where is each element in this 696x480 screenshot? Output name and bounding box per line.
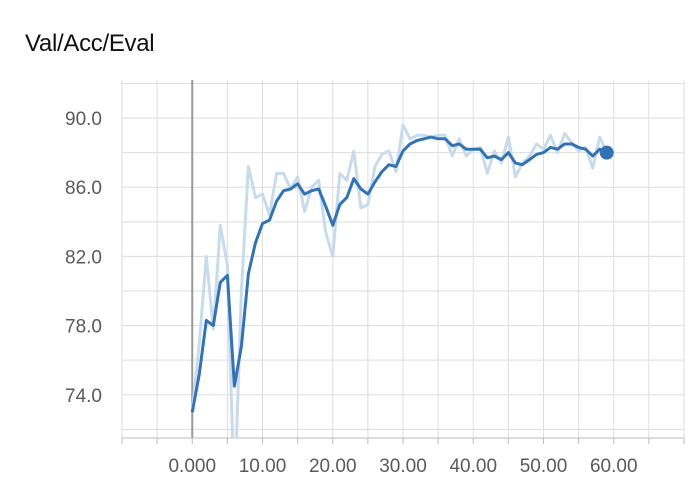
y-tick-label: 86.0 (65, 178, 102, 199)
axes (121, 80, 685, 444)
x-tick-label: 0.000 (168, 456, 216, 477)
x-tick-label: 50.00 (520, 456, 568, 477)
x-tick-label: 20.00 (309, 456, 357, 477)
y-tick-label: 90.0 (65, 109, 102, 130)
y-tick-label: 78.0 (65, 317, 102, 338)
x-tick-label: 30.00 (379, 456, 427, 477)
chart-title: Val/Acc/Eval (25, 30, 155, 57)
last-point-marker (599, 145, 614, 160)
x-tick-label: 10.00 (239, 456, 287, 477)
x-tick-label: 60.00 (590, 456, 638, 477)
y-tick-label: 82.0 (65, 247, 102, 268)
raw-series-line (190, 123, 609, 438)
tick-labels: 0.000 10.00 20.00 30.00 40.00 50.00 60.00 74.0 7… (65, 109, 638, 477)
smoothed-series-line (190, 135, 608, 413)
raw-series (190, 123, 609, 438)
smoothed-series (190, 135, 614, 413)
x-tick-label: 40.00 (449, 456, 497, 477)
y-tick-label: 74.0 (65, 386, 102, 407)
